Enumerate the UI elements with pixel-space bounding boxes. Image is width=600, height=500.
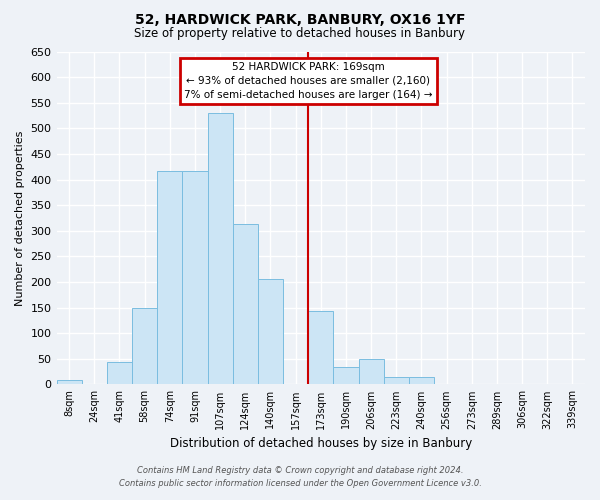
- Text: 52, HARDWICK PARK, BANBURY, OX16 1YF: 52, HARDWICK PARK, BANBURY, OX16 1YF: [135, 12, 465, 26]
- Bar: [233, 224, 258, 384]
- X-axis label: Distribution of detached houses by size in Banbury: Distribution of detached houses by size …: [170, 437, 472, 450]
- Bar: [359, 359, 383, 384]
- Bar: [258, 280, 283, 384]
- Bar: [409, 376, 434, 384]
- Text: Contains HM Land Registry data © Crown copyright and database right 2024.
Contai: Contains HM Land Registry data © Crown c…: [119, 466, 481, 487]
- Bar: [383, 376, 409, 384]
- Bar: [334, 366, 359, 384]
- Bar: [157, 172, 182, 384]
- Text: 52 HARDWICK PARK: 169sqm
← 93% of detached houses are smaller (2,160)
7% of semi: 52 HARDWICK PARK: 169sqm ← 93% of detach…: [184, 62, 433, 100]
- Bar: [107, 362, 132, 384]
- Bar: [132, 308, 157, 384]
- Bar: [182, 172, 208, 384]
- Bar: [308, 310, 334, 384]
- Y-axis label: Number of detached properties: Number of detached properties: [15, 130, 25, 306]
- Bar: [208, 113, 233, 384]
- Text: Size of property relative to detached houses in Banbury: Size of property relative to detached ho…: [134, 28, 466, 40]
- Bar: [56, 380, 82, 384]
